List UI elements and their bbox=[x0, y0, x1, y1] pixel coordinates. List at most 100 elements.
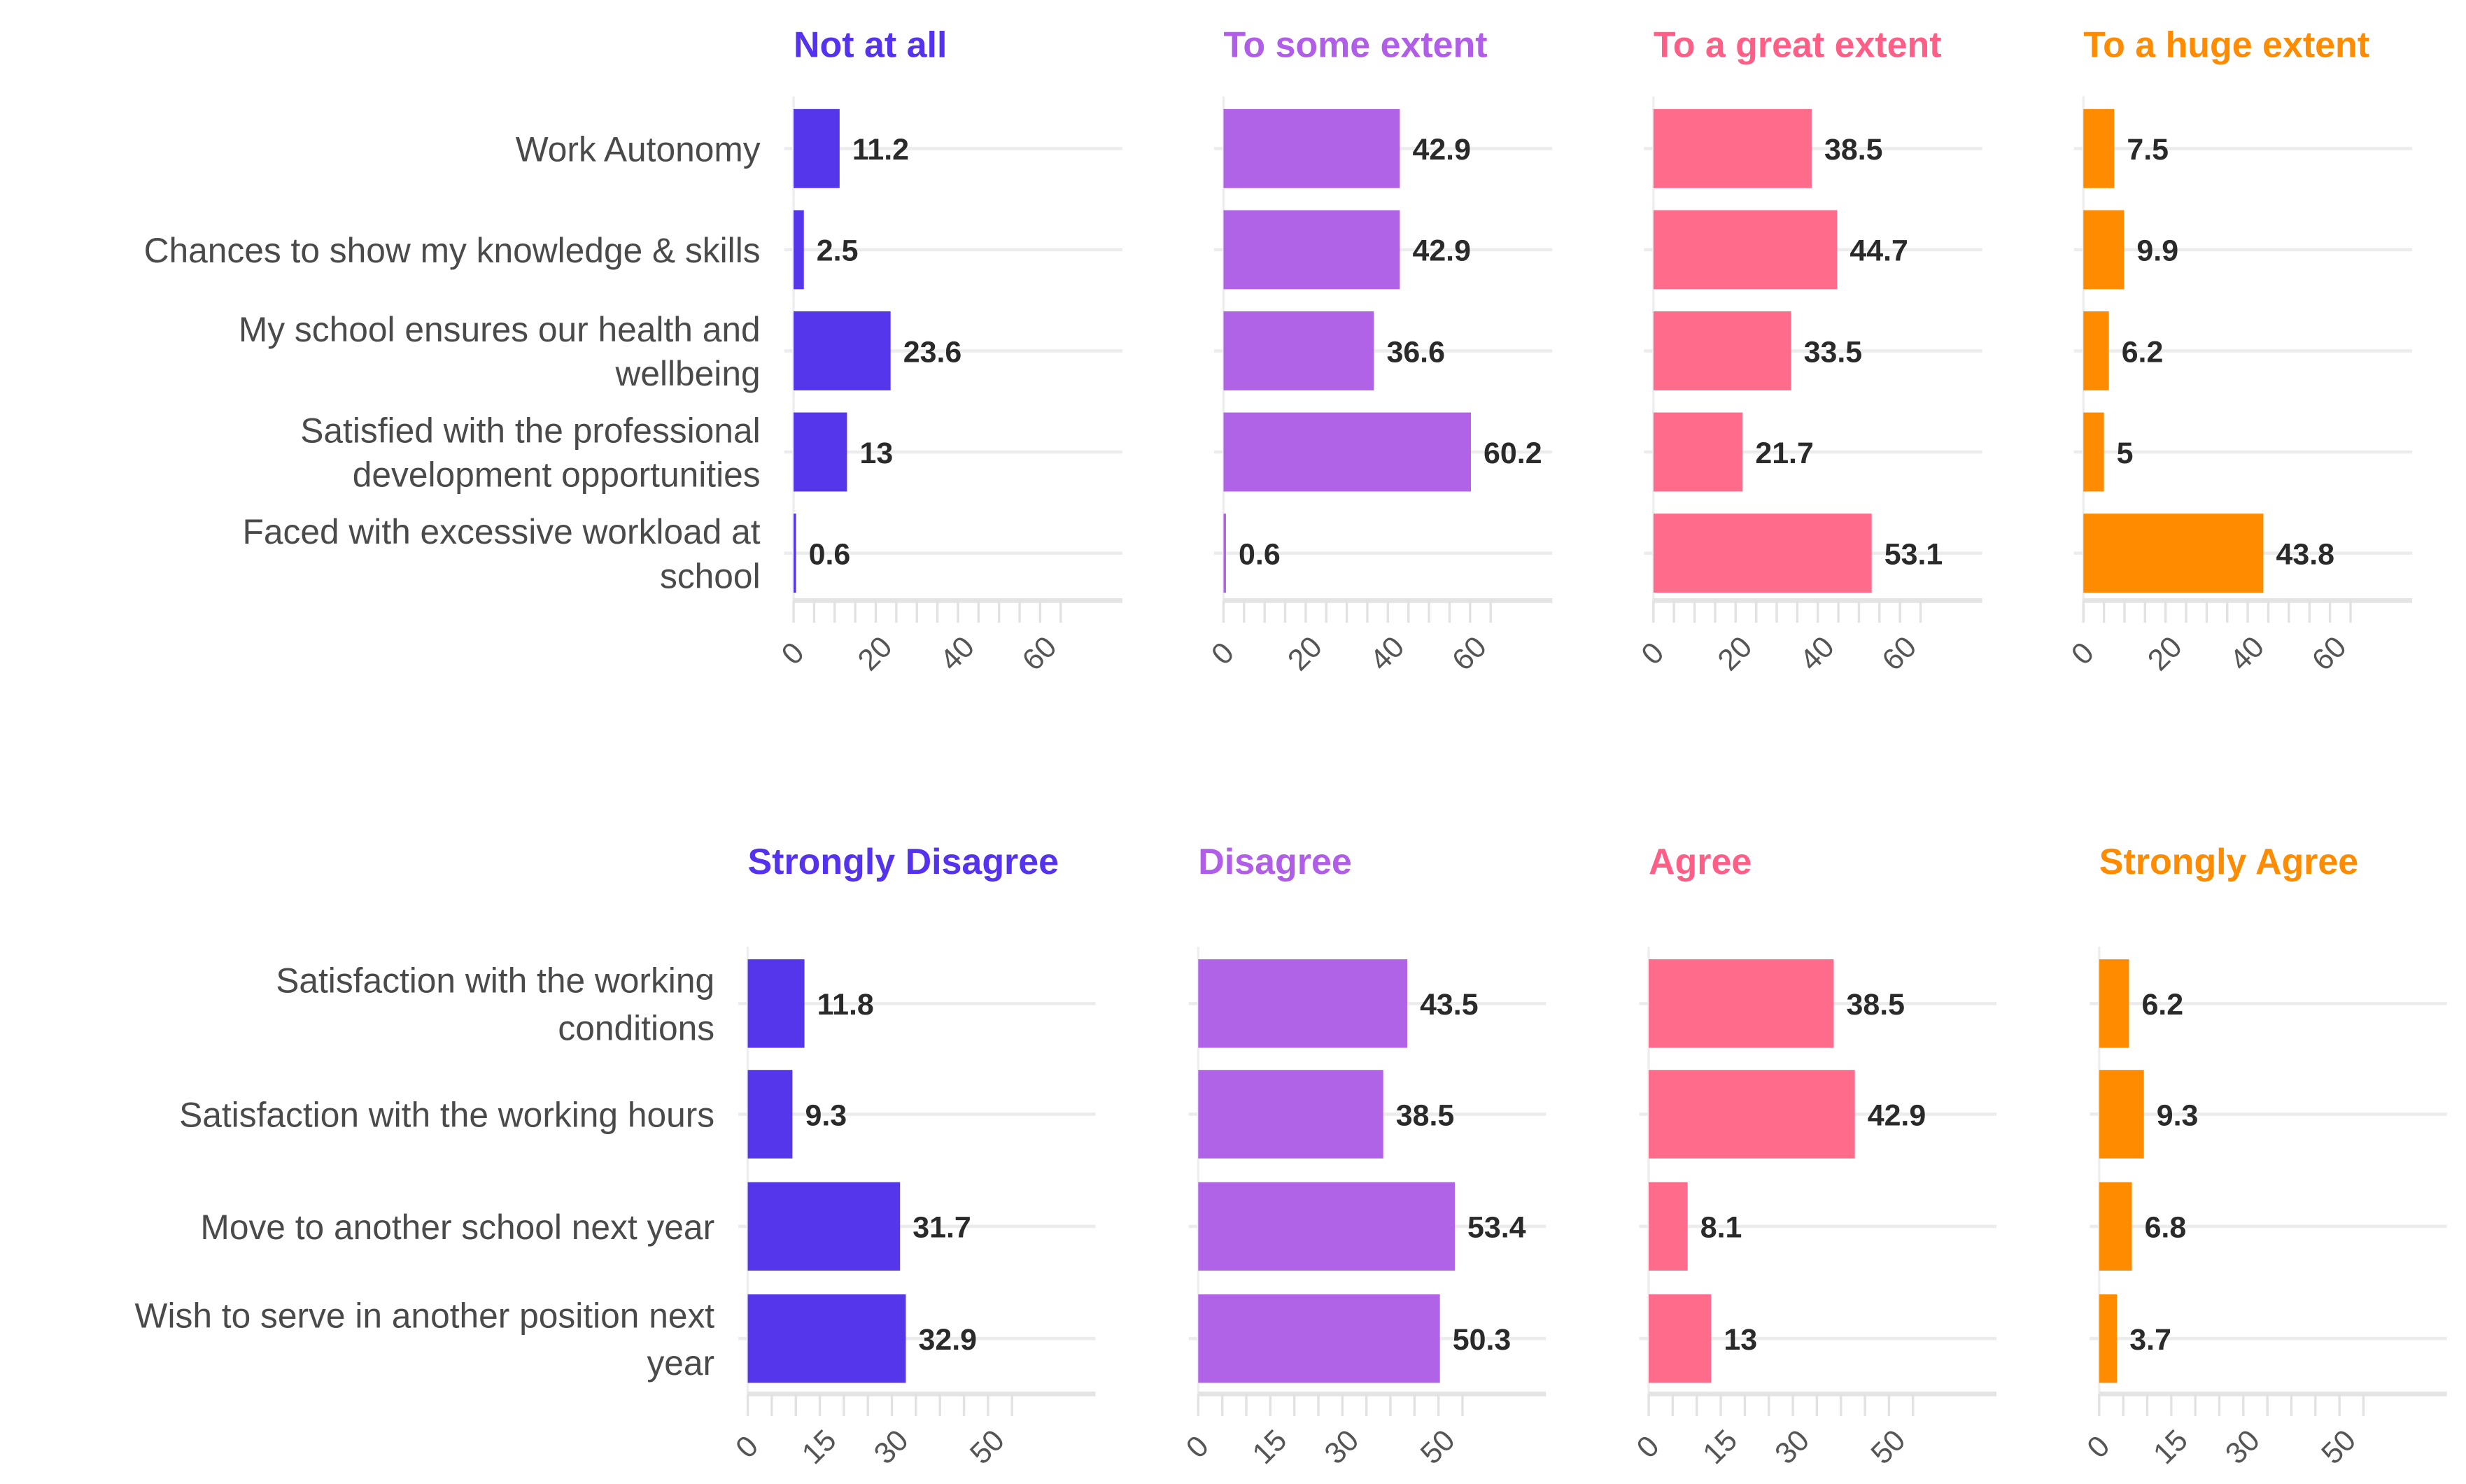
x-tick-label: 30 bbox=[1318, 1423, 1366, 1471]
bar-value-label: 32.9 bbox=[919, 1323, 978, 1357]
x-tick-label: 0 bbox=[2065, 636, 2101, 672]
category-label: development opportunities bbox=[353, 455, 761, 495]
bar bbox=[1198, 959, 1408, 1048]
bar-value-label: 43.5 bbox=[1420, 988, 1479, 1022]
bar-value-label: 53.1 bbox=[1884, 537, 1943, 571]
x-tick-label: 50 bbox=[1414, 1423, 1462, 1471]
bar-value-label: 36.6 bbox=[1386, 335, 1445, 369]
bar-value-label: 5 bbox=[2117, 437, 2134, 470]
x-tick-label: 40 bbox=[1794, 630, 1841, 677]
x-tick-label: 50 bbox=[2315, 1423, 2362, 1471]
panel-to-a-great-extent: To a great extent 0 20 40 60 38.5 44.7 33.5 21.7… bbox=[1635, 24, 1982, 677]
bar bbox=[1223, 412, 1471, 492]
bar bbox=[747, 1294, 906, 1383]
bar-value-label: 9.3 bbox=[805, 1098, 847, 1132]
bar-value-label: 13 bbox=[1724, 1323, 1757, 1357]
x-tick-label: 30 bbox=[868, 1423, 915, 1471]
bar bbox=[794, 412, 847, 492]
bar-value-label: 38.5 bbox=[1824, 133, 1883, 167]
x-tick-label: 15 bbox=[1696, 1423, 1744, 1471]
bar bbox=[1223, 108, 1400, 188]
bar bbox=[1653, 412, 1743, 492]
x-tick-label: 0 bbox=[1630, 1429, 1666, 1465]
bar bbox=[2083, 412, 2104, 492]
bar-value-label: 21.7 bbox=[1755, 437, 1814, 470]
bar-value-label: 44.7 bbox=[1850, 234, 1908, 268]
category-label: school bbox=[660, 556, 761, 595]
bar-value-label: 42.9 bbox=[1412, 234, 1471, 268]
x-tick-label: 40 bbox=[2223, 630, 2271, 677]
bar bbox=[1649, 1182, 1688, 1271]
panel-disagree: Disagree 0 15 30 50 43.5 38.5 53.4 50.3 bbox=[1180, 842, 1546, 1471]
x-tick-label: 0 bbox=[1635, 636, 1671, 672]
bar-value-label: 23.6 bbox=[903, 335, 962, 369]
bar bbox=[1653, 311, 1791, 390]
x-tick-label: 0 bbox=[1180, 1429, 1216, 1465]
category-label: Satisfaction with the working hours bbox=[179, 1096, 714, 1135]
bar bbox=[2083, 210, 2125, 290]
panel-to-a-huge-extent: To a huge extent 0 20 40 60 7.5 9.9 6.2 5 43.8 bbox=[2065, 24, 2413, 677]
bar bbox=[2083, 311, 2109, 390]
x-tick-label: 20 bbox=[852, 630, 899, 677]
x-tick-label: 0 bbox=[775, 636, 811, 672]
bar bbox=[1653, 514, 1872, 593]
panel-title: To a huge extent bbox=[2083, 24, 2369, 65]
panel-title: Strongly Agree bbox=[2099, 842, 2358, 882]
bar bbox=[747, 959, 805, 1048]
panel-strongly-disagree: Strongly Disagree 0 15 30 50 11.8 9.3 31.7 32.9 bbox=[729, 842, 1096, 1471]
bar-value-label: 6.8 bbox=[2145, 1211, 2187, 1245]
x-tick-label: 15 bbox=[796, 1423, 843, 1471]
panel-title: Agree bbox=[1649, 842, 1752, 882]
bar bbox=[794, 108, 840, 188]
bar bbox=[1223, 311, 1374, 390]
panel-not-at-all: Not at all 0 20 40 60 11.2 2.5 23.6 13 0.6 bbox=[775, 24, 1122, 677]
bar-value-label: 42.9 bbox=[1868, 1098, 1926, 1132]
chart-group-0: Work Autonomy Chances to show my knowledg… bbox=[144, 24, 2413, 677]
panel-title: Disagree bbox=[1198, 842, 1351, 882]
x-tick-label: 60 bbox=[1875, 630, 1923, 677]
category-label: wellbeing bbox=[614, 354, 760, 393]
bar-value-label: 8.1 bbox=[1700, 1211, 1742, 1245]
bar-value-label: 42.9 bbox=[1412, 133, 1471, 167]
bar-value-label: 13 bbox=[859, 437, 893, 470]
x-tick-label: 15 bbox=[1246, 1423, 1294, 1471]
category-label: Faced with excessive workload at bbox=[242, 512, 760, 551]
bar bbox=[1198, 1182, 1455, 1271]
x-tick-label: 20 bbox=[1281, 630, 1329, 677]
x-tick-label: 50 bbox=[964, 1423, 1011, 1471]
bar bbox=[747, 1070, 793, 1159]
bar-value-label: 0.6 bbox=[809, 537, 851, 571]
bar-value-label: 11.8 bbox=[817, 988, 874, 1022]
bar-value-label: 6.2 bbox=[2122, 335, 2164, 369]
panel-strongly-agree: Strongly Agree 0 15 30 50 6.2 9.3 6.8 3.7 bbox=[2081, 842, 2447, 1471]
x-tick-label: 20 bbox=[2141, 630, 2189, 677]
bar-value-label: 11.2 bbox=[852, 133, 909, 167]
bar-value-label: 50.3 bbox=[1453, 1323, 1512, 1357]
bar bbox=[1649, 959, 1834, 1048]
x-tick-label: 30 bbox=[1768, 1423, 1816, 1471]
panel-title: Not at all bbox=[794, 24, 947, 65]
x-tick-label: 50 bbox=[1865, 1423, 1912, 1471]
bar-value-label: 0.6 bbox=[1239, 537, 1281, 571]
x-tick-label: 15 bbox=[2147, 1423, 2194, 1471]
x-tick-label: 40 bbox=[1364, 630, 1411, 677]
bar-value-label: 60.2 bbox=[1484, 437, 1542, 470]
bar bbox=[2099, 1294, 2118, 1383]
bar-value-label: 9.3 bbox=[2157, 1098, 2199, 1132]
bar bbox=[2099, 1070, 2144, 1159]
bar-value-label: 2.5 bbox=[817, 234, 859, 268]
category-label: Satisfaction with the working bbox=[276, 961, 714, 1001]
category-label: My school ensures our health and bbox=[239, 310, 761, 349]
bar bbox=[1649, 1070, 1855, 1159]
bar bbox=[794, 311, 891, 390]
bar-value-label: 53.4 bbox=[1467, 1211, 1526, 1245]
category-label: year bbox=[647, 1343, 714, 1383]
x-tick-label: 0 bbox=[1205, 636, 1241, 672]
bar bbox=[1223, 210, 1400, 290]
bar-value-label: 7.5 bbox=[2127, 133, 2169, 167]
bar bbox=[794, 514, 796, 593]
chart-group-1: Satisfaction with the working conditions S… bbox=[135, 842, 2447, 1471]
bar-value-label: 38.5 bbox=[1846, 988, 1905, 1022]
category-label: conditions bbox=[558, 1008, 714, 1047]
panel-to-some-extent: To some extent 0 20 40 60 42.9 42.9 36.6 60.2 0.6 bbox=[1205, 24, 1553, 677]
